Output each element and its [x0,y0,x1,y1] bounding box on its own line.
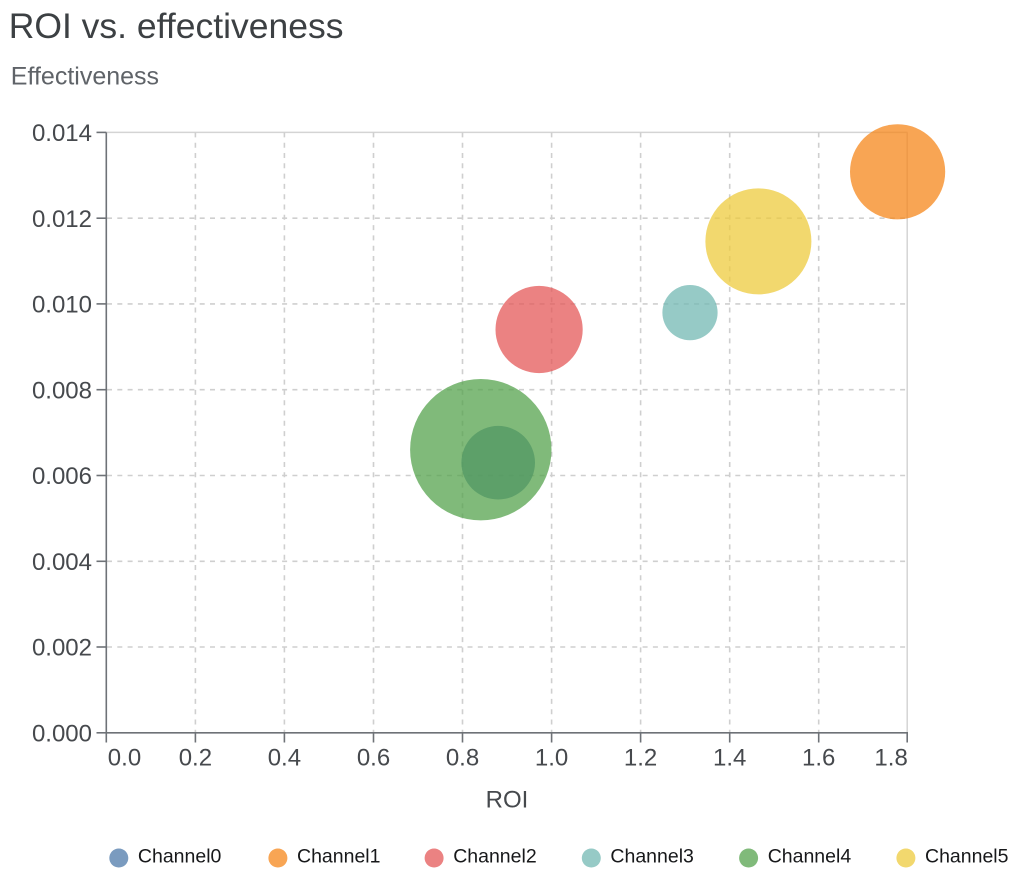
svg-text:Channel5: Channel5 [925,846,1009,868]
svg-text:ROI vs. effectiveness: ROI vs. effectiveness [9,6,344,46]
svg-text:0.006: 0.006 [32,463,92,490]
svg-text:Channel1: Channel1 [297,846,380,868]
svg-text:Channel0: Channel0 [138,846,222,868]
svg-text:0.010: 0.010 [32,292,92,319]
svg-text:Effectiveness: Effectiveness [11,63,159,91]
svg-text:0.004: 0.004 [32,549,92,576]
svg-text:0.014: 0.014 [32,120,92,147]
svg-text:0.0: 0.0 [108,745,141,772]
svg-text:Channel3: Channel3 [610,846,693,868]
svg-text:0.000: 0.000 [32,721,92,748]
svg-text:ROI: ROI [486,786,529,813]
svg-text:Channel4: Channel4 [768,846,852,868]
svg-text:0.4: 0.4 [268,745,301,772]
svg-text:1.2: 1.2 [624,745,657,772]
svg-text:Channel2: Channel2 [453,846,536,868]
svg-text:0.2: 0.2 [179,745,212,772]
svg-text:0.6: 0.6 [357,745,390,772]
svg-text:1.6: 1.6 [802,745,835,772]
svg-text:0.008: 0.008 [32,377,92,404]
svg-text:0.012: 0.012 [32,206,92,233]
svg-text:0.002: 0.002 [32,635,92,662]
svg-text:1.4: 1.4 [713,745,746,772]
svg-text:1.0: 1.0 [535,745,568,772]
svg-text:1.8: 1.8 [874,745,907,772]
svg-text:0.8: 0.8 [446,745,479,772]
